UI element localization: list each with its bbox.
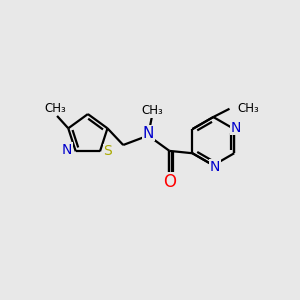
Text: CH₃: CH₃ xyxy=(45,102,67,115)
Text: S: S xyxy=(103,144,112,158)
Text: N: N xyxy=(142,126,154,141)
Text: CH₃: CH₃ xyxy=(238,102,260,115)
Text: CH₃: CH₃ xyxy=(141,104,163,117)
Text: N: N xyxy=(230,121,241,135)
Text: O: O xyxy=(163,173,176,191)
Text: N: N xyxy=(210,160,220,174)
Text: N: N xyxy=(62,143,72,157)
